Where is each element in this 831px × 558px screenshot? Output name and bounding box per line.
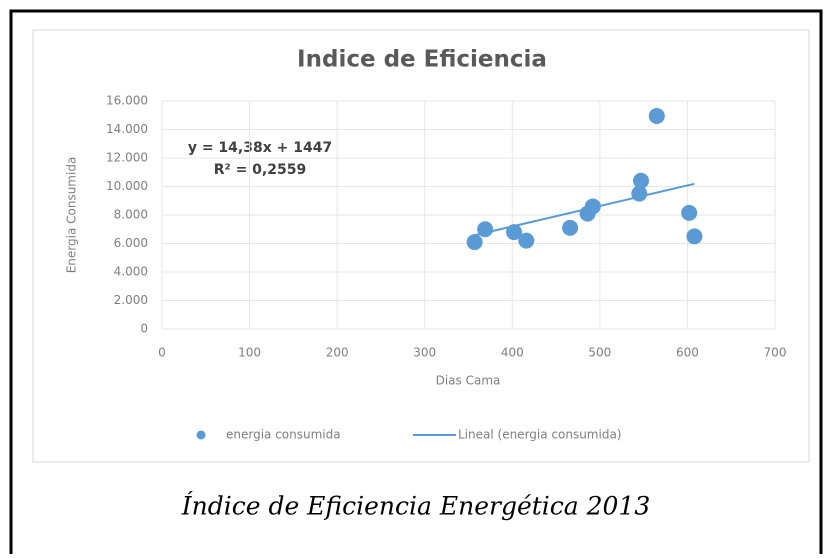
point xyxy=(633,172,650,189)
x-tick-label: 600 xyxy=(676,346,699,360)
point xyxy=(518,232,535,249)
point xyxy=(648,107,665,124)
y-tick-label: 10.000 xyxy=(106,179,148,193)
point xyxy=(584,198,601,215)
trend-r2: R² = 0,2559 xyxy=(214,162,306,178)
legend-label: energia consumida xyxy=(226,428,341,442)
y-tick-label: 2.000 xyxy=(114,293,148,307)
x-tick-label: 200 xyxy=(326,346,349,360)
legend-label: Lineal (energia consumida) xyxy=(458,428,621,442)
point xyxy=(631,185,648,202)
x-tick-label: 0 xyxy=(158,346,166,360)
point xyxy=(477,221,494,238)
trend-equation: y = 14,38x + 1447 xyxy=(188,140,332,156)
x-axis-label: Dias Cama xyxy=(436,374,501,388)
chart-title: Indice de Eficiencia xyxy=(297,47,547,73)
point xyxy=(506,224,523,241)
y-tick-label: 8.000 xyxy=(114,208,148,222)
chart-area xyxy=(32,29,810,463)
y-tick-label: 16.000 xyxy=(106,94,148,108)
legend-marker xyxy=(196,430,206,440)
caption: Índice de Eficiencia Energética 2013 xyxy=(181,492,651,521)
x-tick-label: 700 xyxy=(764,346,787,360)
y-tick-label: 14.000 xyxy=(106,122,148,136)
x-tick-label: 500 xyxy=(588,346,611,360)
y-tick-label: 6.000 xyxy=(114,236,148,250)
y-tick-label: 0 xyxy=(140,322,148,336)
point xyxy=(681,204,698,221)
x-tick-label: 100 xyxy=(238,346,261,360)
point xyxy=(686,228,703,245)
x-tick-label: 300 xyxy=(413,346,436,360)
y-tick-label: 4.000 xyxy=(114,265,148,279)
point xyxy=(562,219,579,236)
point xyxy=(466,234,483,251)
y-axis-label: Energia Consumida xyxy=(65,157,79,274)
x-tick-label: 400 xyxy=(501,346,524,360)
y-tick-label: 12.000 xyxy=(106,151,148,165)
